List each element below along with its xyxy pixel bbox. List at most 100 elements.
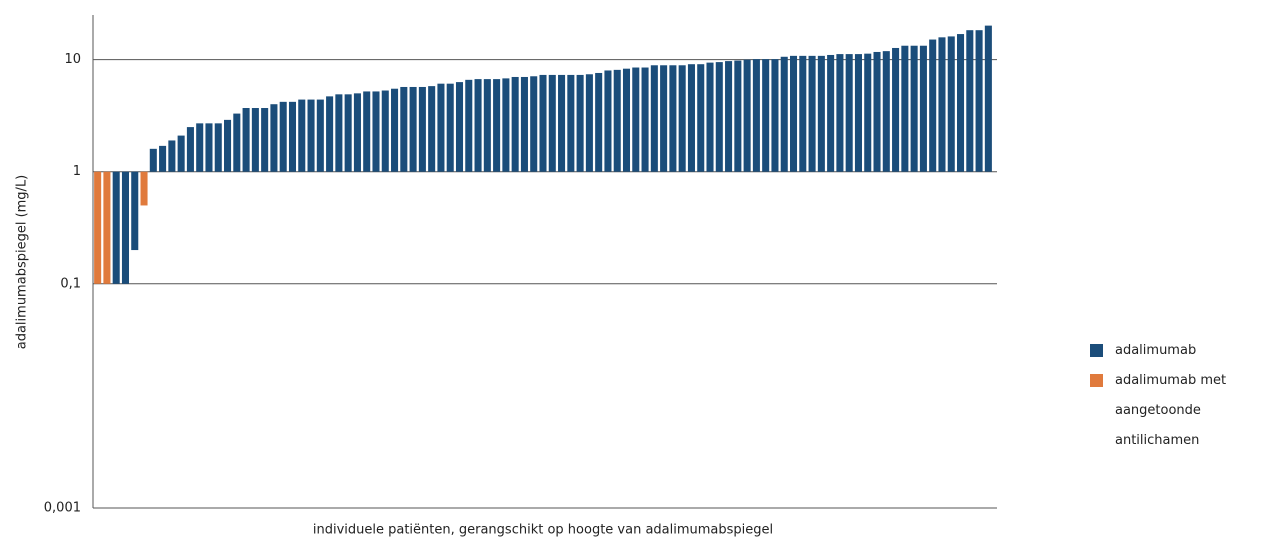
bar bbox=[864, 53, 872, 172]
bar bbox=[409, 86, 417, 172]
bar bbox=[279, 101, 287, 172]
bar bbox=[261, 108, 269, 172]
bar bbox=[938, 37, 946, 172]
bar bbox=[650, 65, 658, 172]
y-tick-label: 0,1 bbox=[60, 276, 81, 291]
y-tick-label: 0,001 bbox=[44, 501, 81, 516]
legend: adalimumab adalimumab met aangetoonde ant… bbox=[1090, 336, 1260, 456]
bar bbox=[780, 56, 788, 172]
bar bbox=[288, 101, 297, 172]
bar bbox=[910, 45, 918, 172]
bar bbox=[632, 67, 640, 172]
bar bbox=[669, 65, 677, 172]
y-axis-label: adalimumabspiegel (mg/L) bbox=[15, 175, 30, 350]
bar bbox=[957, 34, 965, 172]
bar bbox=[363, 91, 371, 172]
bar bbox=[892, 47, 900, 172]
bar bbox=[474, 79, 482, 172]
bar bbox=[622, 68, 631, 172]
bar bbox=[539, 74, 547, 172]
bar bbox=[316, 99, 324, 172]
bar bbox=[845, 54, 853, 172]
bar bbox=[205, 123, 213, 172]
bar bbox=[762, 59, 770, 172]
bar bbox=[687, 64, 695, 172]
bar bbox=[131, 171, 139, 251]
bar bbox=[548, 74, 556, 172]
legend-item: adalimumab bbox=[1090, 336, 1260, 366]
bar bbox=[168, 140, 176, 172]
bar bbox=[112, 171, 120, 284]
bar bbox=[483, 79, 491, 172]
bar bbox=[530, 76, 538, 172]
bar bbox=[224, 119, 232, 172]
bar bbox=[585, 74, 593, 172]
bar bbox=[335, 94, 343, 172]
bar bbox=[901, 45, 909, 172]
bar bbox=[725, 61, 733, 172]
bar bbox=[697, 64, 705, 172]
bar bbox=[799, 55, 807, 172]
bar bbox=[186, 127, 194, 172]
bar bbox=[984, 25, 992, 172]
bar bbox=[520, 76, 528, 172]
bar bbox=[446, 83, 454, 172]
bar bbox=[576, 74, 584, 172]
x-axis-label: individuele patiënten, gerangschikt op h… bbox=[313, 523, 773, 538]
bar bbox=[613, 69, 621, 172]
bar bbox=[808, 55, 816, 172]
bar bbox=[418, 86, 426, 172]
bar bbox=[604, 70, 612, 172]
bar bbox=[641, 67, 649, 172]
bar bbox=[437, 83, 445, 172]
bar bbox=[149, 148, 157, 172]
legend-label: adalimumab bbox=[1115, 343, 1197, 358]
bar bbox=[771, 59, 779, 172]
bar bbox=[567, 74, 575, 172]
bar bbox=[140, 171, 148, 206]
bar bbox=[929, 39, 937, 172]
bar bbox=[493, 79, 501, 172]
bar bbox=[558, 74, 566, 172]
bar bbox=[706, 62, 714, 172]
bar bbox=[103, 171, 111, 284]
bar bbox=[298, 99, 306, 172]
bar bbox=[678, 65, 686, 172]
bar bbox=[196, 123, 204, 172]
bar bbox=[381, 90, 389, 172]
bar bbox=[344, 94, 352, 172]
bar bbox=[121, 171, 129, 284]
bar bbox=[975, 30, 983, 172]
bar bbox=[372, 91, 380, 172]
legend-swatch bbox=[1090, 374, 1103, 387]
y-tick-label: 10 bbox=[64, 52, 81, 67]
bar bbox=[391, 88, 399, 172]
bar bbox=[511, 76, 519, 172]
y-tick-label: 1 bbox=[73, 164, 81, 179]
bar bbox=[428, 86, 436, 172]
legend-swatch bbox=[1090, 344, 1103, 357]
bar bbox=[353, 93, 361, 172]
bar bbox=[233, 113, 241, 172]
bar bbox=[242, 108, 250, 172]
bar bbox=[882, 51, 890, 172]
bar bbox=[743, 59, 751, 172]
bar bbox=[789, 55, 798, 172]
bar bbox=[214, 123, 222, 172]
bar bbox=[455, 82, 464, 172]
bar bbox=[734, 60, 742, 172]
bar bbox=[836, 54, 844, 172]
bar bbox=[251, 108, 259, 172]
bar bbox=[919, 45, 927, 172]
bar bbox=[947, 36, 955, 172]
bar bbox=[873, 51, 881, 172]
legend-item: adalimumab met aangetoonde antilichamen bbox=[1090, 366, 1260, 456]
bar bbox=[827, 54, 835, 172]
bar bbox=[465, 79, 473, 172]
bar bbox=[326, 96, 334, 172]
bar bbox=[400, 86, 408, 172]
bar bbox=[307, 99, 315, 172]
bar bbox=[715, 62, 723, 172]
